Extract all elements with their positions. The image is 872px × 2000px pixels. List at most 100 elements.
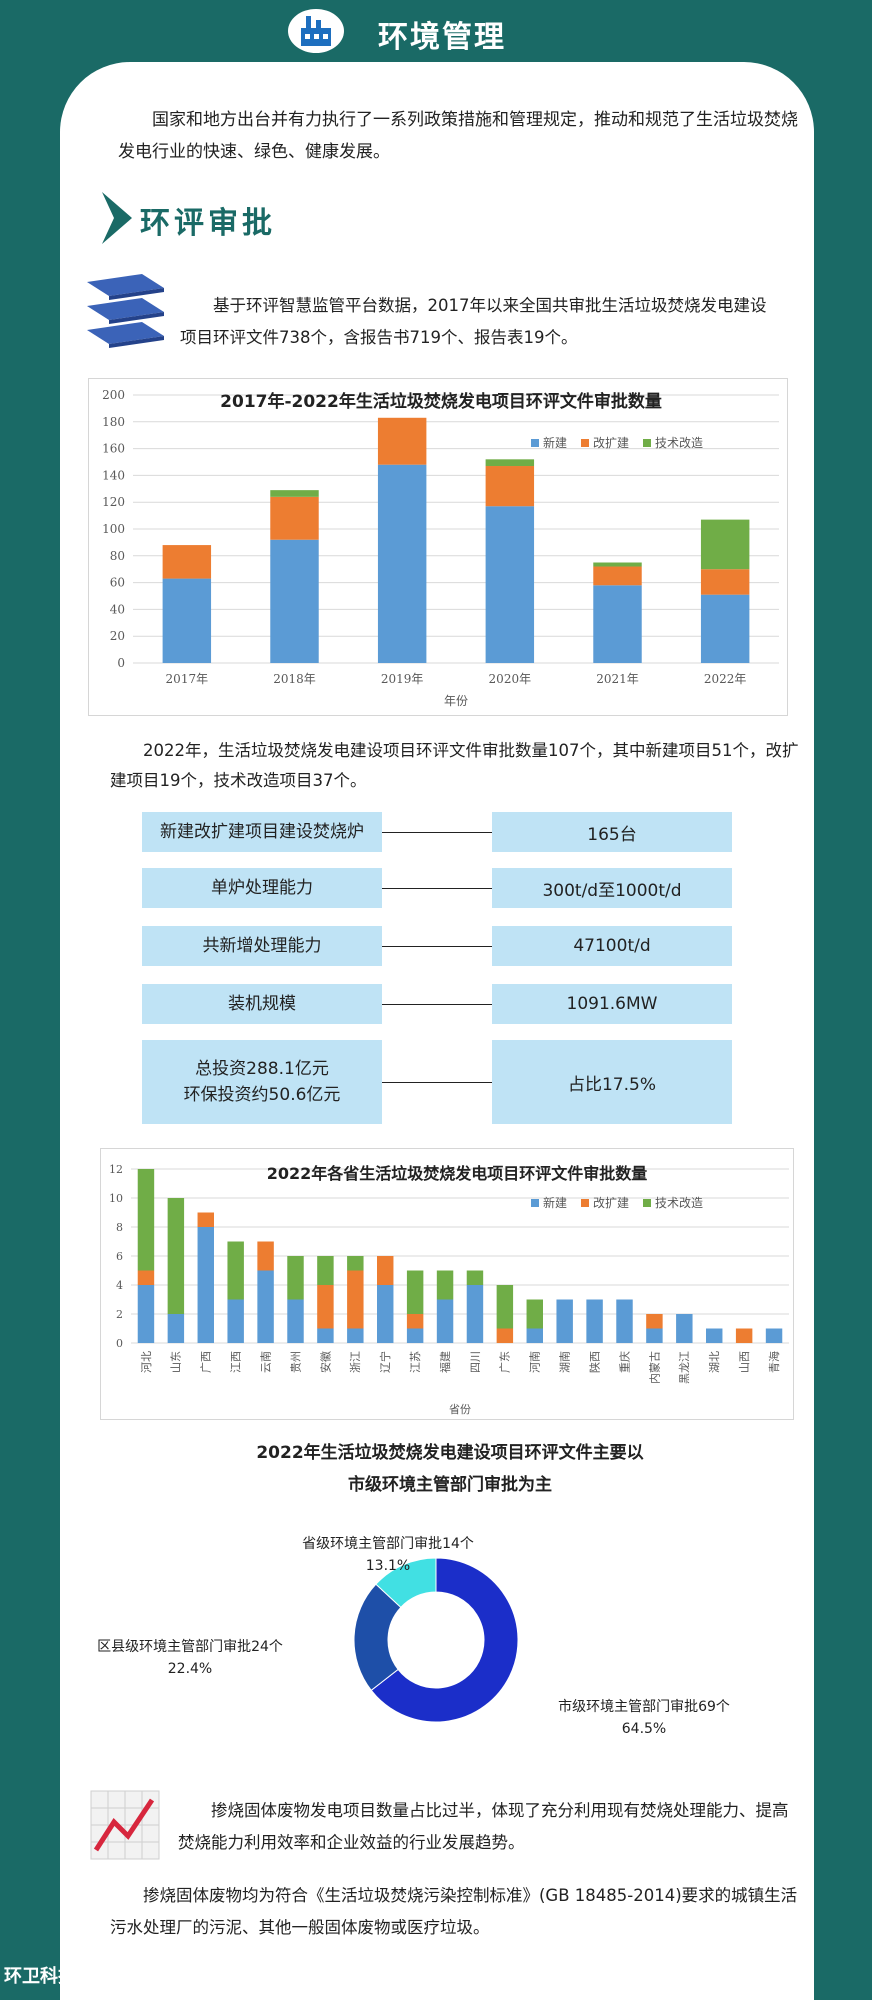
header: 环境管理 [0,0,872,62]
bar-segment [270,539,319,663]
legend-swatch [531,439,539,447]
x-tick-label: 安徽 [318,1351,332,1373]
bar-segment [646,1314,663,1329]
bar-segment [227,1299,244,1343]
arrow-icon [102,192,132,244]
bar-segment [377,417,427,465]
donut-label-district-text: 区县级环境主管部门审批24个 [97,1639,283,1655]
y-tick-label: 40 [110,602,125,616]
bar-segment [167,1314,185,1343]
bar-segment [167,1198,185,1314]
y-tick-label: 10 [109,1192,123,1205]
x-tick-label: 贵州 [289,1351,302,1373]
x-tick-label: 2018年 [273,672,316,686]
x-tick-label: 青海 [767,1351,781,1373]
bar-segment [496,1285,514,1329]
stat-value: 165台 [492,812,732,852]
stat-label: 共新增处理能力 [142,926,382,966]
chart-title: 2022年各省生活垃圾焚烧发电项目环评文件审批数量 [267,1164,648,1183]
bar-segment [436,1270,454,1300]
stat-label: 装机规模 [142,984,382,1024]
bar-segment [317,1285,334,1329]
x-tick-label: 湖北 [708,1351,721,1373]
x-tick-label: 山西 [738,1351,751,1373]
bar-segment [646,1328,663,1343]
bar-segment [436,1299,454,1343]
bar-segment [287,1256,304,1300]
bar-segment [317,1328,334,1343]
donut-label-province: 省级环境主管部门审批14个 13.1% [288,1533,488,1577]
intro-text: 国家和地方出台并有力执行了一系列政策措施和管理规定，推动和规范了生活垃圾焚烧发电… [118,110,798,162]
bar-segment [616,1299,633,1343]
bottom-text: 掺烧固体废物均为符合《生活垃圾焚烧污染控制标准》(GB 18485-2014)要… [110,1886,798,1937]
chart-province: 0 2 4 6 8 10 12 河北 山东 广西 江西 云南 贵州 安徽 浙江 辽宁 江苏 福建 四川 广东 河南 湖南陕… [109,1163,789,1416]
legend-swatch [643,1199,651,1207]
donut-label-district: 区县级环境主管部门审批24个 22.4% [80,1636,300,1680]
legend-swatch [581,439,589,447]
donut-slice [370,1557,519,1723]
y-tick-label: 120 [102,495,125,509]
bar-segment [466,1285,484,1343]
stat-value: 1091.6MW [492,984,732,1024]
bar-segment [317,1256,334,1285]
x-tick-label: 2020年 [489,672,532,686]
bar-segment [406,1270,424,1314]
page-title: 环境管理 [378,20,506,55]
bar-segment [765,1328,783,1343]
stat-label-line2: 环保投资约50.6亿元 [183,1085,341,1105]
y-tick-label: 6 [116,1250,123,1263]
bar-segment [197,1227,214,1343]
site-logo: 环卫科技网 [4,1966,94,1987]
bar-segment [287,1299,304,1343]
bar-segment [676,1314,693,1343]
summary-2022-text: 2022年，生活垃圾焚烧发电建设项目环评文件审批数量107个，其中新建项目51个… [110,741,799,790]
chart-province-box: 0 2 4 6 8 10 12 河北 山东 广西 江西 云南 贵州 安徽 浙江 辽宁 江苏 福建 四川 广东 河南 湖南陕… [100,1148,794,1420]
y-tick-label: 160 [102,442,125,456]
x-tick-label: 湖南 [559,1351,572,1373]
stat-value: 占比17.5% [492,1040,732,1124]
bar-segment [466,1270,484,1285]
bar-segment [137,1270,155,1285]
bar-segment [700,594,750,663]
bar-segment [556,1299,573,1343]
bar-segment [377,1285,394,1343]
trend-text: 掺烧固体废物发电项目数量占比过半，体现了充分利用现有焚烧处理能力、提高焚烧能力利… [178,1801,789,1852]
bar-segment [700,519,750,570]
stat-row: 装机规模 1091.6MW [142,984,732,1024]
y-tick-label: 80 [110,549,125,563]
y-tick-label: 0 [117,656,125,670]
bar-segment [347,1328,364,1343]
stack-icon [87,274,164,348]
bar-segment [593,562,642,567]
bar-segment [137,1285,155,1343]
bar-segment [485,459,535,467]
legend-label: 技术改造 [655,1196,703,1210]
bar-segment [406,1328,424,1343]
bar-segment [593,566,642,586]
audit-text: 基于环评智慧监管平台数据，2017年以来全国共审批生活垃圾焚烧发电建设项目环评文… [180,296,767,347]
donut-label-province-pct: 13.1% [365,1558,411,1574]
donut-label-province-text: 省级环境主管部门审批14个 [302,1536,474,1552]
x-tick-label: 广西 [200,1351,213,1373]
x-tick-label: 江西 [230,1351,243,1373]
bar-segment [526,1328,543,1343]
donut-label-city-pct: 64.5% [621,1721,667,1737]
y-tick-label: 8 [116,1221,123,1234]
donut-label-city-text: 市级环境主管部门审批69个 [558,1699,730,1715]
bar-segment [706,1328,723,1343]
bar-segment [162,578,212,663]
y-tick-label: 20 [110,629,125,643]
x-axis-label: 年份 [444,694,468,708]
x-tick-label: 内蒙古 [647,1351,661,1384]
factory-icon [288,9,344,53]
bar-segment [406,1314,424,1329]
x-tick-label: 2019年 [381,672,424,686]
x-tick-label: 2022年 [704,672,747,686]
bar-segment [485,466,535,507]
bar-segment [700,569,750,595]
stat-label: 总投资288.1亿元 环保投资约50.6亿元 [142,1040,382,1124]
x-tick-label: 河南 [529,1351,542,1373]
bar-segment [227,1241,244,1300]
x-tick-label: 辽宁 [378,1351,392,1373]
x-tick-label: 2021年 [596,672,639,686]
